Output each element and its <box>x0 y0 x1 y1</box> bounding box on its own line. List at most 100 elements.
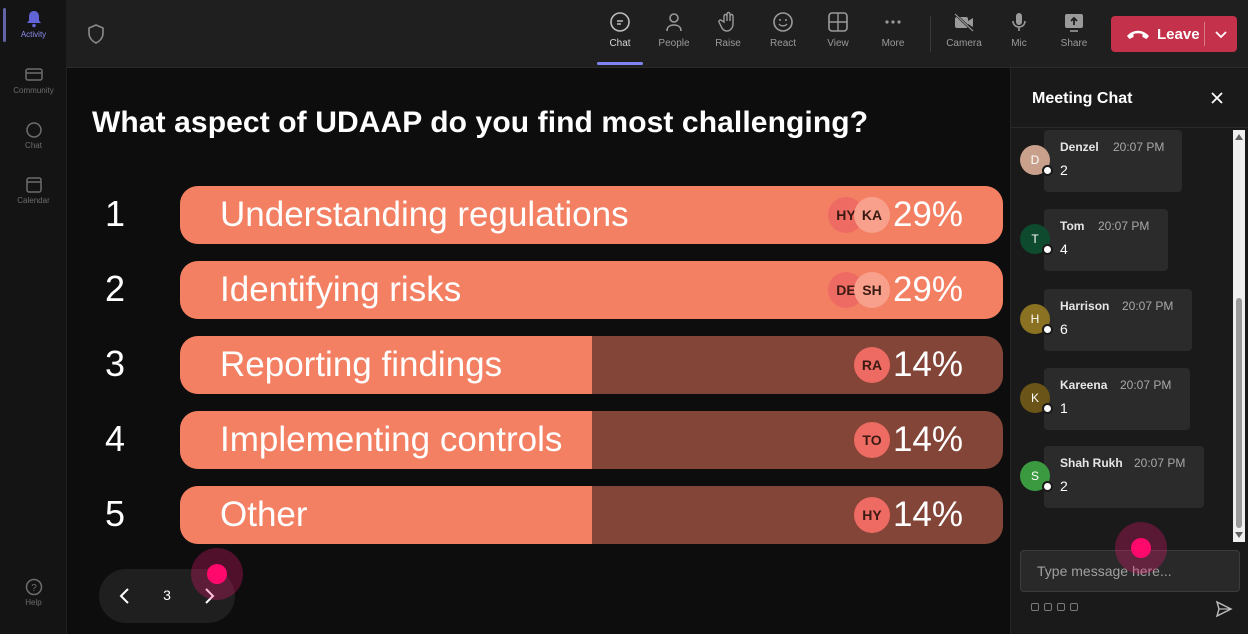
close-icon[interactable] <box>1209 90 1225 106</box>
chat-message[interactable]: Denzel 20:07 PM 2 <box>1044 130 1182 192</box>
option-number: 5 <box>105 493 126 534</box>
scrollbar-thumb[interactable] <box>1236 298 1242 528</box>
shield-icon[interactable] <box>87 24 105 44</box>
poll-option-percent: 14% <box>892 420 963 459</box>
poll-option-percent: 14% <box>892 495 963 534</box>
tool-label: Chat <box>609 38 631 49</box>
gif-icon[interactable] <box>1070 603 1078 611</box>
app-rail: Activity Community Chat Calendar ? Help <box>0 0 67 634</box>
tool-label: React <box>769 38 797 49</box>
sender-avatar[interactable]: T <box>1020 224 1053 255</box>
voter-avatar: HY <box>854 497 890 533</box>
rail-item-label: Help <box>25 598 42 607</box>
rail-item-activity[interactable]: Activity <box>0 10 67 39</box>
sender-initial: H <box>1030 312 1040 326</box>
chat-icon <box>25 122 42 138</box>
rail-item-calendar[interactable]: Calendar <box>0 176 67 205</box>
chat-icon <box>610 12 630 32</box>
rail-item-community[interactable]: Community <box>0 66 67 95</box>
sender-name: Denzel <box>1060 140 1099 154</box>
raise-hand-icon <box>718 11 734 32</box>
chevron-down-icon[interactable] <box>1213 26 1229 42</box>
tool-raise[interactable]: Raise <box>705 10 751 49</box>
chevron-right-icon[interactable] <box>199 586 219 606</box>
tool-share[interactable]: Share <box>1051 10 1097 49</box>
message-time: 20:07 PM <box>1120 378 1172 392</box>
emoji-icon[interactable] <box>1057 603 1065 611</box>
sender-avatar[interactable]: S <box>1020 461 1053 492</box>
message-input[interactable] <box>1021 551 1239 591</box>
chat-title: Meeting Chat <box>1032 90 1133 107</box>
sender-avatar[interactable]: D <box>1020 145 1053 176</box>
rail-item-chat[interactable]: Chat <box>0 121 67 150</box>
poll-option-percent: 14% <box>892 345 963 384</box>
poll-option-label: Reporting findings <box>220 345 503 384</box>
poll-option-percent: 29% <box>892 270 963 309</box>
presence-status-icon <box>1042 324 1053 335</box>
tool-more[interactable]: More <box>870 10 916 49</box>
message-compose-box[interactable] <box>1020 550 1240 592</box>
chat-scrollbar[interactable] <box>1233 130 1245 542</box>
help-icon: ? <box>25 578 42 596</box>
compose-toolbar <box>1031 603 1078 613</box>
bell-icon <box>26 11 41 28</box>
send-icon[interactable] <box>1215 600 1233 618</box>
tool-view[interactable]: View <box>815 10 861 49</box>
chat-message[interactable]: Kareena 20:07 PM 1 <box>1044 368 1190 430</box>
tool-label: Camera <box>946 38 982 49</box>
tool-chat[interactable]: Chat <box>597 10 643 49</box>
poll-option-bar[interactable]: Reporting findings 14% RA <box>180 336 1003 394</box>
leave-button[interactable]: Leave <box>1111 16 1237 52</box>
voter-avatar: SH <box>854 272 890 308</box>
message-time: 20:07 PM <box>1113 140 1165 154</box>
poll-option-bar[interactable]: Identifying risks 29% DE SH <box>180 261 1003 319</box>
tool-people[interactable]: People <box>651 10 697 49</box>
chat-message[interactable]: Tom 20:07 PM 4 <box>1044 209 1168 271</box>
sender-initial: K <box>1030 391 1039 405</box>
tool-label: Share <box>1060 38 1088 49</box>
scroll-down-icon[interactable] <box>1235 532 1243 538</box>
rail-item-help[interactable]: ? Help <box>0 578 67 607</box>
tool-camera[interactable]: Camera <box>941 10 987 49</box>
message-text: 2 <box>1060 162 1068 178</box>
sender-initial: T <box>1031 232 1039 246</box>
message-text: 6 <box>1060 321 1068 337</box>
sender-avatar[interactable]: K <box>1020 383 1053 414</box>
poll-option-fill <box>180 486 592 544</box>
attach-icon[interactable] <box>1044 603 1052 611</box>
chat-divider <box>1011 127 1248 128</box>
svg-text:?: ? <box>31 583 37 594</box>
message-text: 2 <box>1060 478 1068 494</box>
message-time: 20:07 PM <box>1134 456 1186 470</box>
calendar-icon <box>25 177 42 193</box>
sender-name: Tom <box>1060 219 1085 233</box>
tool-react[interactable]: React <box>760 10 806 49</box>
scroll-up-icon[interactable] <box>1235 134 1243 140</box>
voter-avatar: TO <box>854 422 890 458</box>
poll-option-label: Understanding regulations <box>220 195 629 234</box>
share-icon <box>1065 14 1083 32</box>
chat-message[interactable]: Harrison 20:07 PM 6 <box>1044 289 1192 351</box>
leave-separator <box>1204 22 1205 46</box>
option-number: 4 <box>105 418 126 459</box>
poll-option-bar[interactable]: Understanding regulations 29% HY KA <box>180 186 1003 244</box>
poll-option-bar[interactable]: Other 14% HY <box>180 486 1003 544</box>
tool-label: View <box>827 38 849 49</box>
presence-status-icon <box>1042 244 1053 255</box>
sender-initial: D <box>1030 153 1040 167</box>
chat-message[interactable]: Shah Rukh 20:07 PM 2 <box>1044 446 1204 508</box>
page-number: 3 <box>163 587 171 603</box>
tool-mic[interactable]: Mic <box>996 10 1042 49</box>
format-icon[interactable] <box>1031 603 1039 611</box>
presence-status-icon <box>1042 403 1053 414</box>
poll-option-bar[interactable]: Implementing controls 14% TO <box>180 411 1003 469</box>
sender-initial: S <box>1030 469 1039 483</box>
option-number: 1 <box>105 193 126 234</box>
chevron-left-icon[interactable] <box>115 586 135 606</box>
message-text: 1 <box>1060 400 1068 416</box>
more-icon <box>885 20 901 24</box>
mic-icon <box>1012 13 1026 31</box>
sender-avatar[interactable]: H <box>1020 304 1053 335</box>
voter-avatar: KA <box>854 197 890 233</box>
message-time: 20:07 PM <box>1098 219 1150 233</box>
